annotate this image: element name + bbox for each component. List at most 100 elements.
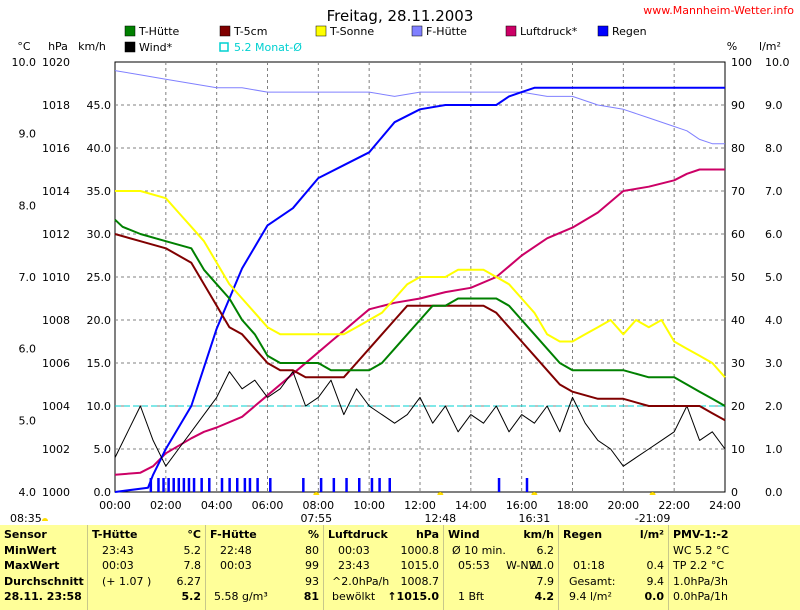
- rain-event-bar: [525, 478, 529, 492]
- rain-event-bar: [332, 478, 336, 492]
- legend-entry: T-5cm: [233, 25, 267, 38]
- tick-label-rain: 3.0: [765, 357, 783, 370]
- sensor-row-max: MaxWert: [4, 559, 60, 572]
- rain-event-bar: [200, 478, 203, 492]
- sun-marker: [42, 518, 48, 521]
- tick-label-hpa: 1002: [42, 443, 70, 456]
- axis-labels: °C hPa km/h% l/m²: [17, 40, 781, 53]
- legend-entry: Luftdruck*: [520, 25, 578, 38]
- tick-label-kmh: 20.0: [87, 314, 112, 327]
- tick-label-percent: 60: [731, 228, 745, 241]
- tick-label-hpa: 1016: [42, 142, 70, 155]
- luftdruck-weather: bewölkt: [332, 590, 376, 603]
- rain-event-bar: [388, 478, 391, 492]
- luftdruck-title: Luftdruck: [328, 528, 388, 541]
- luftdruck-min-time: 00:03: [338, 543, 370, 557]
- site-label: www.Mannheim-Wetter.info: [643, 4, 794, 17]
- series-line: [114, 86, 725, 493]
- panel-luftdruck: Luftdruck hPa 00:03 1000.8 23:43 1015.0 ^2.…: [324, 525, 444, 610]
- t-huette-min-time: 23:43: [102, 543, 134, 557]
- rain-event-bar: [167, 478, 170, 492]
- f-huette-avg: 93: [305, 574, 319, 588]
- pmv-trend1h: 0.0hPa/1h: [673, 590, 729, 603]
- tick-label-x: 00:00: [99, 499, 131, 512]
- f-huette-current: 81: [303, 590, 319, 603]
- legend-swatch: [597, 25, 609, 37]
- rain-event-bar: [302, 478, 305, 492]
- rain-event-bar: [187, 478, 191, 492]
- rain-event-bar: [319, 478, 323, 492]
- tick-label-kmh: 25.0: [87, 271, 112, 284]
- tick-label-rain: 2.0: [765, 400, 783, 413]
- wind-bft: 1 Bft: [458, 590, 485, 603]
- sensor-title: Sensor: [4, 528, 47, 541]
- rain-event-bar: [192, 478, 196, 492]
- pmv-windchill: WC 5.2 °C: [673, 543, 730, 557]
- tick-label-rain: 6.0: [765, 228, 783, 241]
- pmv-dewpoint: TP 2.2 °C: [673, 559, 725, 572]
- tick-label-kmh: 10.0: [87, 400, 112, 413]
- panel-f-huette: F-Hütte% 22:48 80 00:03 99 93 5.58 g/m³ 81: [206, 525, 324, 610]
- tick-label-rain: 5.0: [765, 271, 783, 284]
- rain-event-bar: [370, 478, 374, 492]
- rain-event-bar: [228, 478, 231, 492]
- tick-label-percent: 50: [731, 271, 745, 284]
- tick-label-celsius: 9.0: [19, 128, 37, 141]
- tick-label-kmh: 30.0: [87, 228, 112, 241]
- wind-unit: km/h: [523, 528, 554, 541]
- axis-unit-percent: %: [727, 40, 737, 53]
- rain-event-bar: [208, 478, 211, 492]
- rain-event-bar: [256, 478, 259, 492]
- panel-t-huette: T-Hütte °C 23:43 5.2 00:03 7.8 (+ 1.07 ) 6.2…: [88, 525, 206, 610]
- series-line: [114, 168, 725, 476]
- tick-label-kmh: 15.0: [87, 357, 112, 370]
- regen-max-time: 01:18: [573, 559, 605, 572]
- sun-marker: [531, 492, 538, 495]
- rain-event-bar: [236, 478, 239, 492]
- sensor-row-min: MinWert: [4, 543, 57, 557]
- axis-unit-hpa: hPa: [48, 40, 68, 53]
- series-lines: [114, 70, 726, 493]
- series-line: [114, 218, 726, 407]
- legend-entry: Wind*: [139, 41, 173, 54]
- t-huette-title: T-Hütte: [92, 528, 138, 541]
- wind-avg10: 6.2: [536, 543, 555, 557]
- tick-label-hpa: 1020: [42, 56, 70, 69]
- tick-label-x: 18:00: [557, 499, 589, 512]
- rain-event-bar: [497, 478, 501, 492]
- time-marker-label: -21:09: [635, 512, 671, 525]
- regen-max: 0.4: [646, 559, 665, 572]
- regen-total-label: Gesamt:: [569, 574, 616, 588]
- tick-label-percent: 70: [731, 185, 745, 198]
- sun-marker: [313, 492, 320, 495]
- wind-avg: 7.9: [536, 574, 555, 588]
- legend-entry: T-Hütte: [138, 25, 180, 38]
- regen-total: 9.4: [646, 574, 665, 588]
- regen-current: 0.0: [644, 590, 665, 603]
- luftdruck-trend: ^2.0hPa/h: [332, 574, 390, 588]
- legend-swatch: [124, 41, 136, 53]
- tick-label-percent: 20: [731, 400, 745, 413]
- tick-label-percent: 30: [731, 357, 745, 370]
- tick-label-percent: 0: [731, 486, 738, 499]
- wind-title: Wind: [448, 528, 480, 541]
- wind-max-time: 05:53: [458, 559, 490, 572]
- luftdruck-current: ↑1015.0: [387, 590, 439, 603]
- tick-label-x: 20:00: [607, 499, 639, 512]
- legend-entry: F-Hütte: [426, 25, 467, 38]
- panel-pmv: PMV-1:-2 WC 5.2 °C TP 2.2 °C 1.0hPa/3h 0…: [669, 525, 800, 610]
- t-huette-max-time: 00:03: [102, 559, 134, 572]
- axis-unit-rain: l/m²: [759, 40, 781, 53]
- f-huette-max: 99: [305, 559, 319, 572]
- tick-label-x: 06:00: [252, 499, 284, 512]
- rain-event-bar: [182, 478, 186, 492]
- series-line: [114, 70, 725, 145]
- legend-entry: Regen: [612, 25, 647, 38]
- time-marker-label: 07:55: [300, 512, 332, 525]
- tick-label-x: 16:00: [506, 499, 538, 512]
- luftdruck-min: 1000.8: [400, 543, 440, 557]
- rain-event-bar: [243, 478, 247, 492]
- regen-sum: 9.4 l/m²: [569, 590, 612, 603]
- t-huette-max: 7.8: [183, 559, 202, 572]
- luftdruck-max: 1015.0: [400, 559, 440, 572]
